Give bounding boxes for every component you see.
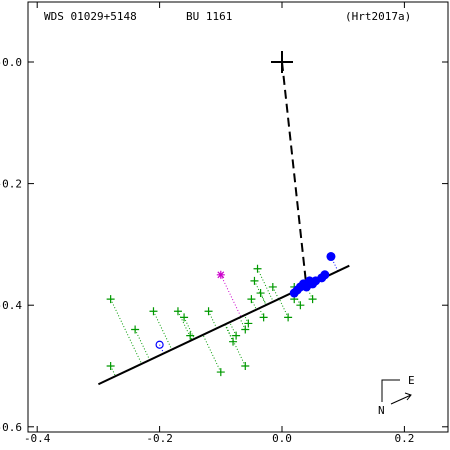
micrometer-point — [149, 307, 158, 316]
micrometer-point — [244, 319, 253, 328]
y-tick-label: -0.2 — [0, 178, 22, 191]
micrometer-point — [259, 313, 268, 322]
residual-line — [278, 298, 289, 318]
micrometer-point — [241, 362, 250, 370]
micrometer-point — [232, 331, 241, 340]
first-observation-point — [216, 270, 225, 279]
residual-line — [260, 292, 267, 306]
speckle-point — [326, 252, 336, 262]
residual-line — [224, 324, 234, 342]
speckle-point — [320, 270, 330, 280]
residual-line — [224, 324, 246, 367]
micrometer-point — [216, 368, 225, 377]
micrometer-point — [268, 282, 277, 291]
x-tick-label: -0.4 — [24, 432, 51, 445]
y-tick-label: -0.0 — [0, 56, 22, 69]
residual-line — [110, 365, 116, 377]
header-wds: WDS 01029+5148 — [44, 10, 137, 23]
orbit — [97, 51, 350, 386]
residual-line — [183, 317, 195, 340]
compass: E N — [378, 374, 415, 417]
micrometer-point — [131, 325, 140, 334]
residual-line — [202, 334, 222, 373]
micrometer-point — [173, 307, 182, 316]
micrometer-point — [250, 276, 259, 285]
compass-east-label: E — [408, 374, 415, 387]
header-discoverer: BU 1161 — [186, 10, 233, 23]
x-tick-label: -0.2 — [146, 432, 173, 445]
residual-line — [208, 311, 218, 329]
residual-line — [257, 268, 274, 302]
residual-line — [153, 311, 173, 350]
header-reference: (Hrt2017a) — [345, 10, 412, 23]
residual-line — [229, 321, 237, 336]
micrometer-point — [106, 362, 115, 370]
observations — [106, 252, 336, 377]
residual-line — [134, 329, 151, 361]
residual-line — [250, 298, 257, 310]
x-tick-label: 0.2 — [394, 432, 414, 445]
residual-line — [220, 274, 242, 318]
micrometer-point — [186, 331, 195, 340]
compass-north-label: N — [378, 404, 385, 417]
y-tick-label: -0.6 — [0, 421, 22, 434]
micrometer-point — [106, 295, 115, 304]
plot-frame — [27, 1, 449, 433]
micrometer-point — [296, 301, 305, 310]
micrometer-point — [247, 295, 256, 304]
speckle-open-point — [155, 340, 164, 349]
periastron-line — [281, 61, 308, 288]
residual-line — [177, 311, 193, 341]
residual-line — [110, 298, 143, 365]
micrometer-point — [204, 307, 213, 316]
y-tick-label: -0.4 — [0, 299, 22, 312]
residual-line — [258, 308, 265, 318]
compass-axes — [381, 379, 400, 402]
residual-line — [239, 317, 246, 330]
micrometer-point — [229, 337, 238, 346]
micrometer-point — [253, 264, 262, 273]
micrometer-point — [256, 289, 265, 298]
micrometer-point — [241, 325, 250, 334]
micrometer-point — [308, 295, 317, 304]
micrometer-point — [180, 313, 189, 322]
residual-line — [272, 286, 280, 300]
micrometer-point — [284, 313, 293, 322]
x-tick-label: 0.0 — [272, 432, 292, 445]
motion-arrow-icon — [390, 392, 412, 405]
